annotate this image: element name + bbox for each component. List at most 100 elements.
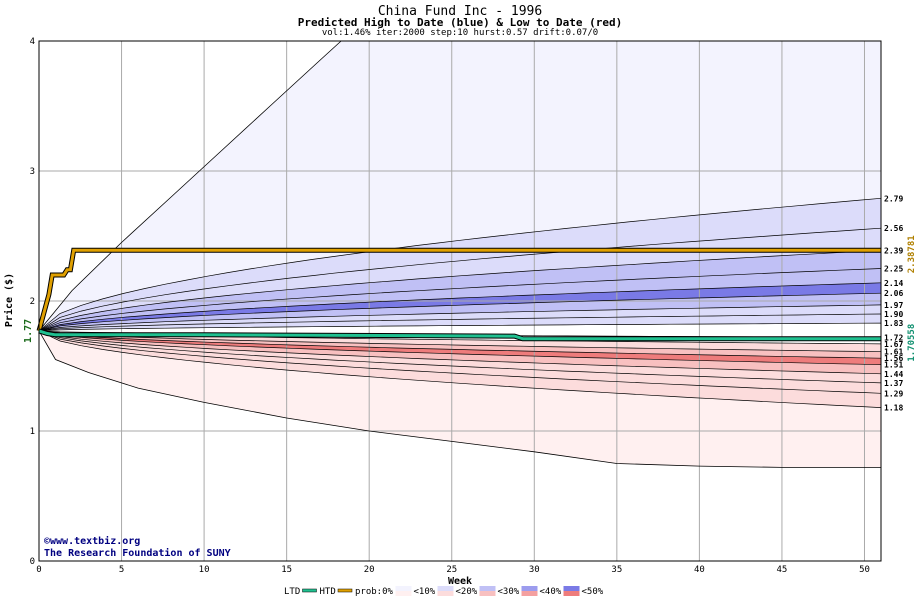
x-tick-label-30: 30 — [529, 565, 540, 575]
quantile-line-1.97 — [38, 304, 882, 332]
band-2.14-2.06 — [39, 282, 881, 331]
quantile-line-1.61 — [38, 330, 882, 353]
quantile-line-1.51 — [38, 330, 882, 366]
axes — [38, 40, 882, 562]
y-tick-label-3: 3 — [30, 167, 35, 177]
legend-level-label-3: <30% — [498, 587, 520, 597]
quantile-line-2.39 — [38, 249, 882, 332]
quantile-label-2.56: 2.56 — [884, 224, 903, 233]
quantile-line-1.37 — [38, 330, 882, 384]
legend-ltd-swatch — [302, 588, 317, 593]
x-tick-label-10: 10 — [199, 565, 210, 575]
labels: 0 5 10 15 20 25 30 35 40 45 50 0 1 2 3 4 Week Price ($) 1.… — [3, 37, 917, 587]
y-tick-label-4: 4 — [30, 37, 35, 47]
legend-swatch-1-top — [395, 586, 412, 591]
quantile-label-1.90: 1.90 — [884, 310, 903, 319]
x-tick-label-15: 15 — [281, 565, 292, 575]
band-2.06-1.97 — [39, 293, 881, 331]
quantile-label-1.29: 1.29 — [884, 389, 903, 398]
legend-swatch-2-top — [437, 586, 454, 591]
htd-end-label: 2.38781 — [907, 235, 917, 273]
y-axis-title: Price ($) — [3, 273, 15, 327]
quantile-line-1.44 — [38, 330, 882, 375]
band-1.51-1.44 — [39, 330, 881, 374]
quantile-line-1.18 — [38, 330, 882, 408]
legend-swatch-4-bottom — [521, 591, 538, 596]
quantile-line-1.56 — [38, 330, 882, 359]
x-tick-label-40: 40 — [694, 565, 705, 575]
x-tick-label-25: 25 — [446, 565, 457, 575]
quantile-label-2.79: 2.79 — [884, 194, 903, 203]
quantile-line-1.29 — [38, 330, 882, 394]
x-tick-label-20: 20 — [364, 565, 375, 575]
legend-htd-label: HTD — [320, 587, 336, 597]
band-1.97-1.90 — [39, 304, 881, 331]
band-1.67-1.61 — [39, 330, 881, 352]
chart-title: China Fund Inc - 1996 — [377, 4, 543, 19]
band-2.39-2.25 — [39, 250, 881, 331]
chart-params: vol:1.46% iter:2000 step:10 hurst:0.57 d… — [321, 28, 599, 38]
quantile-label-1.67: 1.67 — [884, 340, 903, 349]
legend-swatch-5-bottom — [563, 591, 580, 596]
quantile-label-1.51: 1.51 — [884, 361, 903, 370]
legend-level-label-1: <10% — [414, 587, 436, 597]
band-1.44-1.37 — [39, 330, 881, 383]
credit-url: ©www.textbiz.org — [44, 536, 141, 547]
band-1.90-1.83 — [39, 314, 881, 331]
quantile-label-1.37: 1.37 — [884, 379, 903, 388]
quantile-label-1.56: 1.56 — [884, 354, 903, 363]
legend-swatch-3-bottom — [479, 591, 496, 596]
quantile-line-2.06 — [38, 292, 882, 332]
quantile-label-1.44: 1.44 — [884, 370, 903, 379]
band-1.56-1.51 — [39, 330, 881, 365]
legend-level-label-4: <40% — [540, 587, 562, 597]
band-2.25-2.14 — [39, 268, 881, 331]
band-1.61-1.56 — [39, 330, 881, 359]
chart-subtitle: Predicted High to Date (blue) & Low to D… — [297, 16, 623, 29]
quantile-line-1.90 — [38, 313, 882, 332]
data-series — [36, 247, 881, 342]
quantile-label-1.83: 1.83 — [884, 319, 903, 328]
legend-swatch-1-bottom — [395, 591, 412, 596]
legend-swatch-3-top — [479, 586, 496, 591]
plot-frame — [38, 40, 882, 562]
quantile-label-2.06: 2.06 — [884, 289, 903, 298]
quantile-line-2.14 — [38, 282, 882, 332]
quantile-label-1.97: 1.97 — [884, 301, 903, 310]
quantile-label-1.72: 1.72 — [884, 333, 903, 342]
quantile-label-2.14: 2.14 — [884, 279, 903, 288]
lower-envelope-line — [38, 330, 881, 468]
legend-ltd-label: LTD — [284, 587, 300, 597]
quantile-line-1.83 — [38, 322, 882, 332]
legend-prob-label: prob:0% — [355, 587, 394, 597]
quantile-line-2.79 — [38, 197, 882, 332]
x-tick-label-50: 50 — [859, 565, 870, 575]
upper-envelope-line — [38, 40, 342, 332]
band-2.56-2.39 — [39, 228, 881, 331]
x-tick-label-35: 35 — [611, 565, 622, 575]
ltd-end-label: 1.70558 — [907, 324, 917, 362]
band-2.79-2.56 — [39, 198, 881, 331]
band-1.29-1.18 — [39, 330, 881, 408]
y-tick-label-2: 2 — [30, 297, 35, 307]
ltd-series-line — [38, 329, 881, 341]
band-1.37-1.29 — [39, 330, 881, 394]
quantile-label-1.61: 1.61 — [884, 348, 903, 357]
quantile-label-2.25: 2.25 — [884, 265, 903, 274]
legend-swatch-5-top — [563, 586, 580, 591]
envelope-lines — [38, 40, 881, 468]
legend-level-label-2: <20% — [456, 587, 478, 597]
credit-org: The Research Foundation of SUNY — [44, 548, 231, 559]
quantile-label-2.39: 2.39 — [884, 246, 903, 255]
y-tick-label-0: 0 — [30, 557, 35, 567]
y-tick-label-1: 1 — [30, 427, 35, 437]
legend-swatch-2-bottom — [437, 591, 454, 596]
x-tick-label-45: 45 — [777, 565, 788, 575]
legend: LTD HTD prob:0% <10% <20% <30% <40% <50% — [284, 586, 604, 597]
legend-swatch-4-top — [521, 586, 538, 591]
quantile-line-2.56 — [38, 227, 882, 332]
legend-level-label-5: <50% — [582, 587, 604, 597]
htd-series-line — [37, 248, 881, 332]
x-axis-title: Week — [448, 576, 472, 587]
